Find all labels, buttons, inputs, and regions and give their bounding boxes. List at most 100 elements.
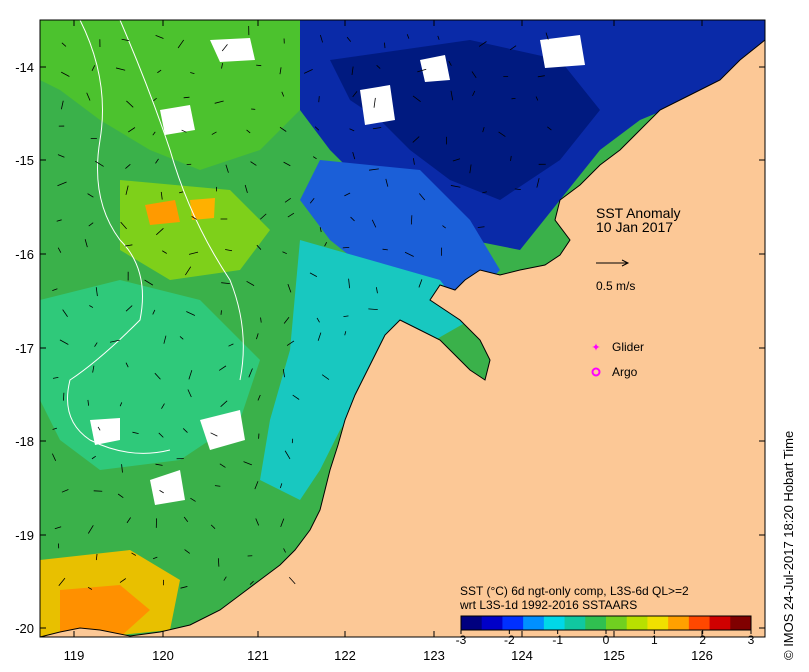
current-vector	[477, 226, 485, 228]
current-vector	[288, 576, 296, 585]
current-vector	[372, 127, 382, 130]
colorbar-swatch	[668, 616, 690, 630]
current-vector	[97, 426, 101, 431]
current-vector	[161, 403, 165, 409]
current-vector	[210, 524, 216, 529]
current-vector	[223, 576, 227, 581]
current-vector	[95, 553, 98, 561]
current-vector	[343, 315, 349, 318]
current-vector	[182, 428, 188, 433]
current-vector	[373, 97, 376, 108]
current-vector	[152, 131, 156, 136]
current-vector	[303, 68, 313, 74]
current-vector	[190, 497, 196, 502]
current-vector	[283, 548, 286, 553]
current-vector	[246, 280, 255, 286]
current-vector	[57, 154, 65, 158]
current-vector	[210, 432, 218, 437]
current-vector	[228, 343, 234, 347]
current-vector	[221, 44, 228, 52]
lat-tick-label: -18	[15, 434, 34, 449]
current-vector	[89, 305, 94, 308]
current-vector	[309, 272, 318, 277]
credit-text: © IMOS 24-Jul-2017 18:20 Hobart Time	[781, 430, 796, 660]
current-vector	[126, 517, 131, 524]
current-vector	[221, 282, 230, 285]
current-vector	[352, 91, 358, 98]
current-vector	[349, 128, 355, 132]
current-vector	[162, 250, 167, 254]
longitude-axis: 119 120 121 122 123 124 125 126	[64, 20, 713, 663]
current-vector	[109, 339, 120, 343]
current-vector	[257, 394, 261, 401]
current-vector	[376, 287, 378, 294]
current-vector	[52, 427, 58, 430]
current-vector	[220, 400, 228, 407]
current-vector	[292, 394, 300, 400]
current-vector	[450, 185, 461, 188]
current-vector	[120, 221, 127, 230]
current-vector	[469, 164, 472, 174]
current-vector	[86, 92, 91, 101]
current-vector	[125, 244, 133, 247]
lon-tick-label: 121	[247, 648, 269, 663]
lon-tick-label: 125	[603, 648, 625, 663]
current-vector	[412, 95, 421, 102]
current-vector	[186, 311, 196, 316]
current-vector	[187, 389, 192, 398]
current-vector	[184, 549, 191, 554]
current-vector	[191, 216, 197, 220]
current-vector	[417, 68, 427, 73]
current-vector	[450, 90, 454, 101]
current-vector	[121, 38, 130, 42]
current-vector	[95, 287, 98, 297]
current-vector	[287, 284, 292, 293]
colorbar-swatch	[688, 616, 711, 630]
current-vector	[472, 90, 476, 97]
current-vector	[350, 216, 355, 222]
colorbar-caption-line2: wrt L3S-1d 1992-2016 SSTAARS	[459, 598, 637, 612]
map-title: SST Anomaly	[596, 205, 681, 221]
current-vector	[225, 164, 229, 173]
current-vector	[217, 558, 220, 567]
current-vector	[181, 129, 187, 133]
current-vector	[87, 525, 94, 534]
current-vector	[94, 160, 104, 167]
colorbar-swatch	[585, 616, 607, 630]
current-vector	[221, 63, 223, 69]
current-vector	[225, 249, 233, 252]
current-vector	[87, 586, 93, 590]
current-vector	[279, 126, 287, 132]
current-vector	[321, 374, 330, 380]
colorbar-tick-label: -2	[504, 633, 515, 647]
current-vector	[368, 308, 378, 311]
colorbar-tick-label: 1	[651, 633, 658, 647]
current-vector	[159, 490, 164, 494]
colorbar-tick-label: 3	[748, 633, 755, 647]
current-vector	[179, 191, 184, 194]
current-vector	[131, 552, 137, 556]
current-vector	[52, 288, 58, 291]
colorbar-caption-line1: SST (°C) 6d ngt-only comp, L3S-6d QL>=2	[460, 584, 689, 598]
current-vector	[406, 34, 410, 39]
current-vector	[412, 136, 420, 143]
current-vector	[547, 126, 552, 131]
lat-tick-label: -16	[15, 247, 34, 262]
current-vector	[160, 191, 163, 200]
legend-glider-label: Glider	[612, 340, 644, 354]
colorbar-swatch	[730, 616, 752, 630]
current-vector	[404, 251, 414, 257]
lon-tick-label: 122	[334, 648, 356, 663]
current-vector	[498, 131, 506, 137]
current-vector	[88, 222, 94, 227]
current-vector	[316, 317, 320, 323]
current-vector	[437, 35, 440, 40]
current-vector	[190, 72, 195, 74]
latitude-axis: -14 -15 -16 -17 -18 -19 -20	[15, 60, 765, 636]
lon-tick-label: 123	[423, 648, 445, 663]
current-vector	[121, 464, 123, 473]
map-plot-area	[40, 20, 765, 637]
current-vector	[218, 365, 227, 371]
map-date: 10 Jan 2017	[596, 219, 673, 235]
current-vector	[283, 316, 290, 324]
